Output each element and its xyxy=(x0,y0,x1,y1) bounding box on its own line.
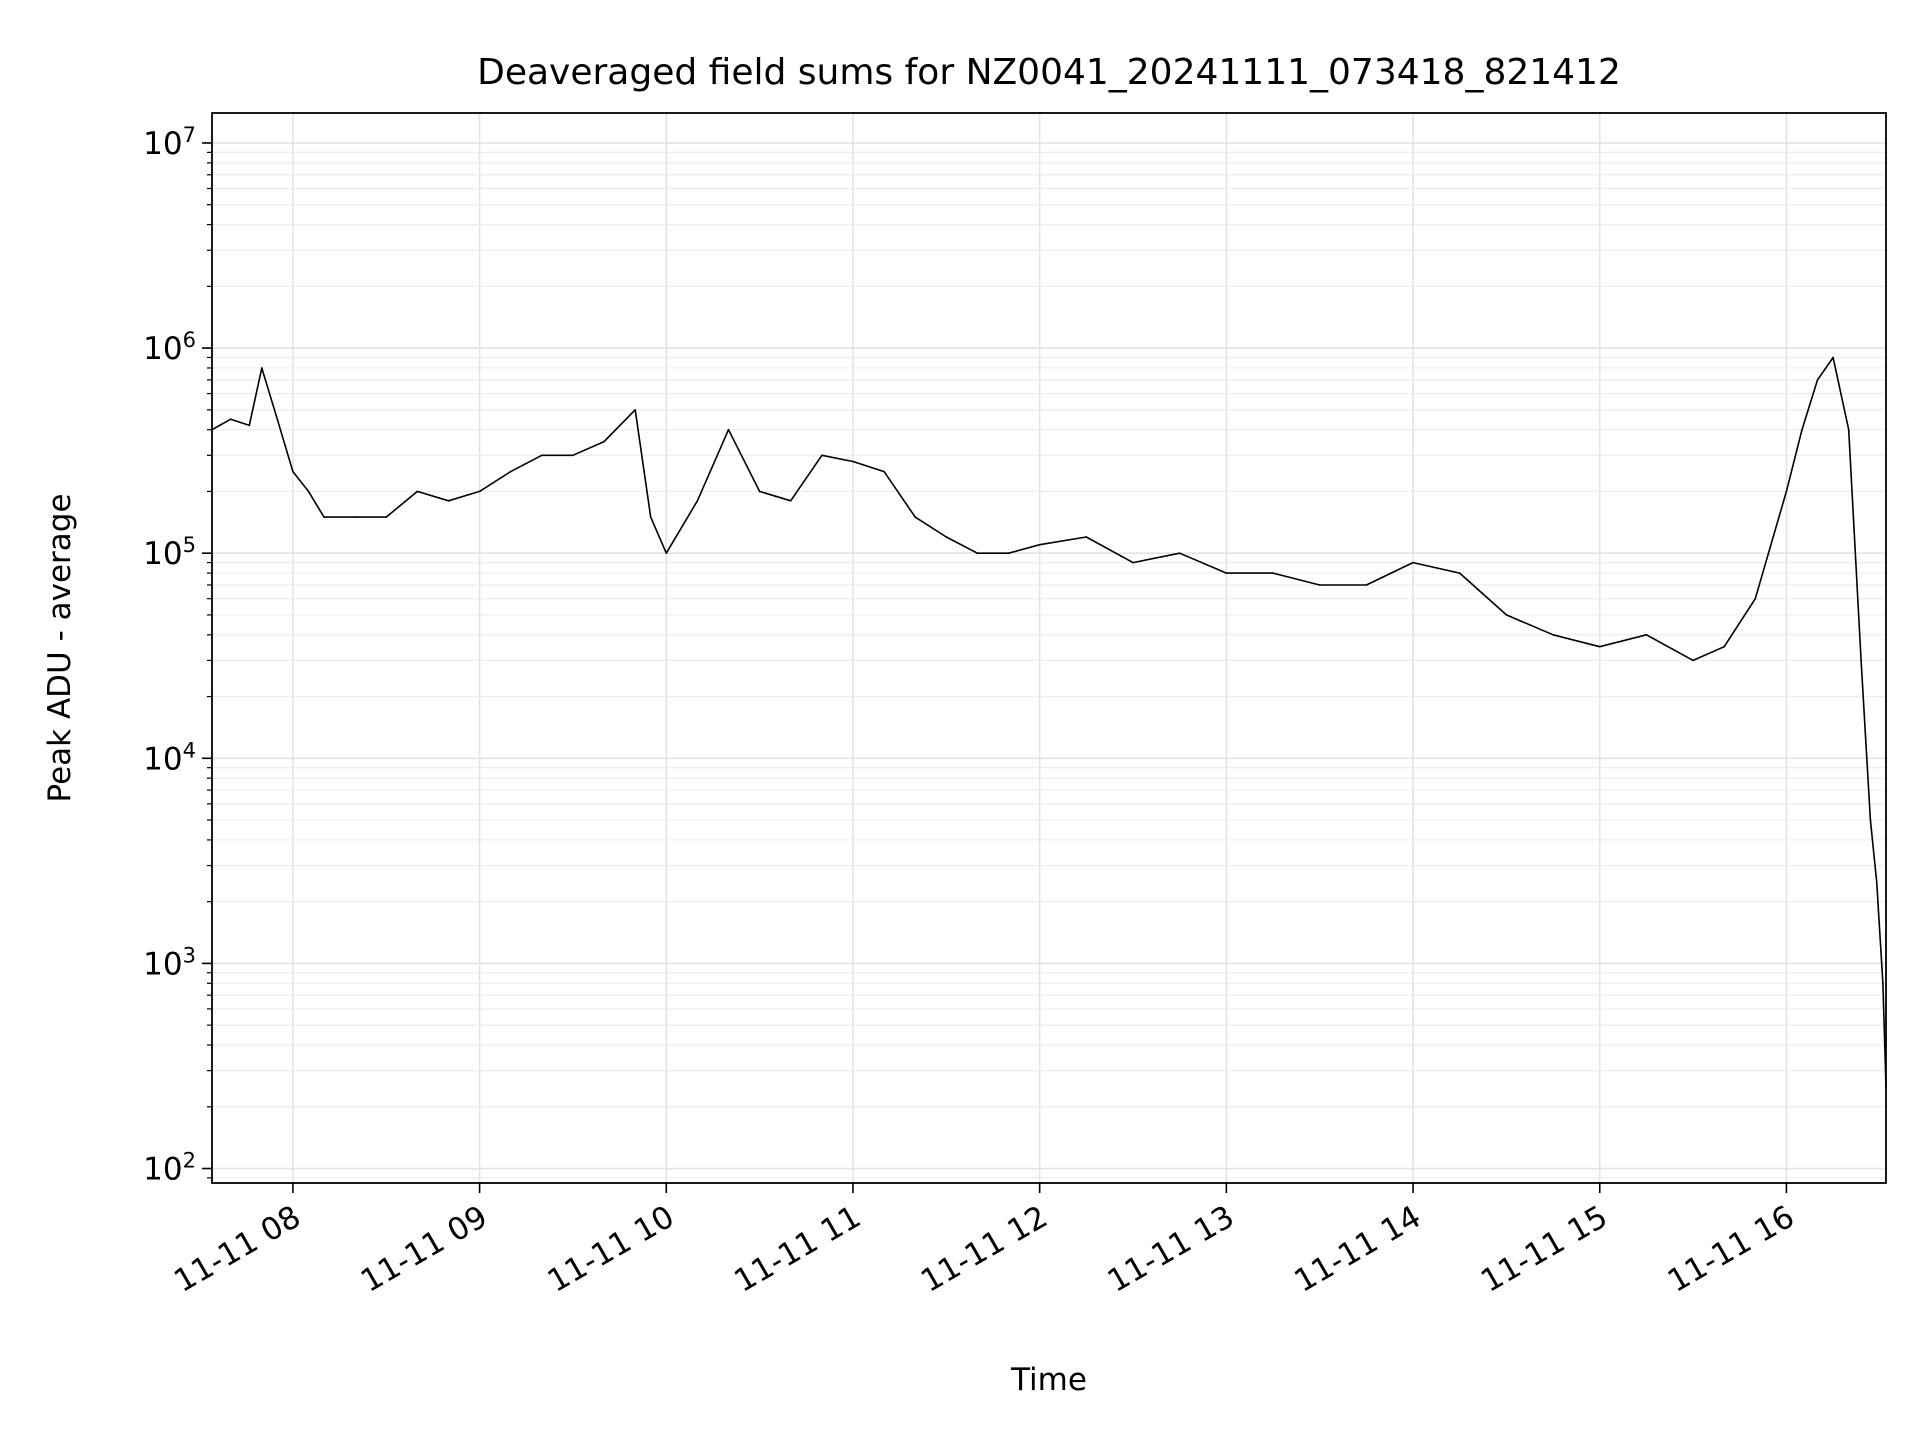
y-tick-label: 102 xyxy=(143,1149,196,1188)
data-point xyxy=(1785,490,1788,493)
data-point xyxy=(758,490,761,493)
data-point xyxy=(1723,645,1726,648)
data-point xyxy=(665,552,668,554)
data-point xyxy=(945,536,948,538)
data-point xyxy=(572,454,574,457)
data-point xyxy=(1458,572,1461,574)
data-point xyxy=(1860,659,1862,662)
data-point xyxy=(1875,880,1878,883)
data-point xyxy=(976,552,979,554)
data-point xyxy=(1645,634,1648,636)
data-point xyxy=(1038,543,1041,546)
y-tick-label: 106 xyxy=(143,328,196,367)
data-point xyxy=(727,428,730,431)
data-point xyxy=(1832,356,1834,359)
data-point xyxy=(1801,428,1803,431)
data-point xyxy=(1365,584,1368,586)
data-point xyxy=(509,470,512,473)
grid-lines xyxy=(212,113,1886,1183)
data-point xyxy=(1692,659,1694,662)
chart-title: Deaveraged field sums for NZ0041_2024111… xyxy=(477,52,1621,93)
data-point xyxy=(416,490,419,493)
data-point xyxy=(649,516,652,518)
data-point xyxy=(260,367,263,369)
data-point xyxy=(248,424,251,427)
data-point xyxy=(1552,634,1554,636)
data-point xyxy=(1007,552,1010,554)
y-tick-label: 105 xyxy=(143,533,196,572)
series-line xyxy=(211,356,1887,1087)
data-point xyxy=(354,516,356,518)
data-point xyxy=(1598,645,1601,648)
data-point xyxy=(276,418,279,421)
data-point xyxy=(447,500,450,502)
data-point xyxy=(1225,572,1228,574)
data-point xyxy=(852,460,854,463)
y-tick-label: 104 xyxy=(143,738,196,777)
data-point xyxy=(229,418,232,421)
data-point xyxy=(821,454,823,457)
y-tick-label: 107 xyxy=(143,123,196,162)
data-point xyxy=(478,490,481,493)
data-point xyxy=(1505,614,1508,616)
data-point xyxy=(696,500,699,502)
data-point xyxy=(634,409,636,411)
data-point xyxy=(1318,584,1321,586)
data-point xyxy=(1272,572,1274,574)
data-point xyxy=(603,440,605,443)
data-point xyxy=(292,470,294,473)
data-point xyxy=(883,470,885,473)
data-point xyxy=(1847,428,1850,431)
series-layer xyxy=(211,356,1887,1088)
data-point xyxy=(1816,379,1819,381)
plot-frame xyxy=(211,112,1887,1184)
data-point xyxy=(1754,597,1757,600)
data-point xyxy=(385,516,388,518)
data-point xyxy=(323,516,325,518)
data-point xyxy=(307,490,310,493)
data-point xyxy=(1412,561,1414,564)
data-point xyxy=(1085,536,1088,538)
data-point xyxy=(1882,982,1884,985)
y-tick-label: 103 xyxy=(143,943,196,982)
x-axis-label: Time xyxy=(1010,1362,1087,1398)
y-axis-label: Peak ADU - average xyxy=(42,493,78,802)
data-point xyxy=(914,516,917,518)
data-point xyxy=(541,454,543,457)
data-point xyxy=(1132,561,1134,564)
data-point xyxy=(1178,552,1181,554)
data-point xyxy=(1869,819,1872,821)
data-point xyxy=(789,500,792,502)
